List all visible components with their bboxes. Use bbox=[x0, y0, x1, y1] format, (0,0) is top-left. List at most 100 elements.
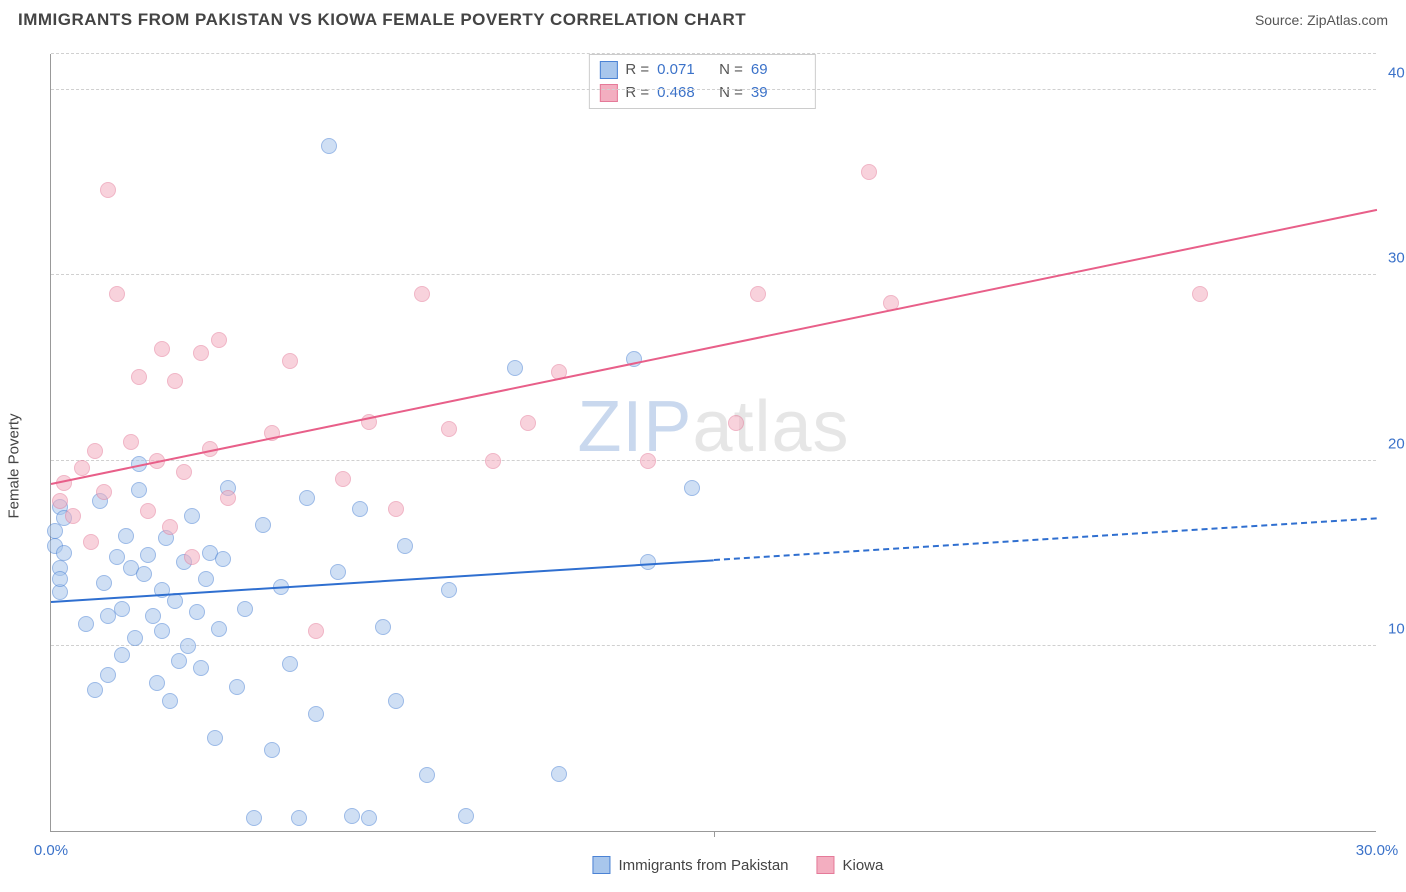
data-point bbox=[100, 182, 116, 198]
data-point bbox=[180, 638, 196, 654]
chart-container: Female Poverty ZIPatlas R =0.071N =69R =… bbox=[0, 40, 1406, 892]
data-point bbox=[193, 660, 209, 676]
stat-N-label: N = bbox=[719, 82, 743, 105]
data-point bbox=[291, 810, 307, 826]
data-point bbox=[1192, 286, 1208, 302]
data-point bbox=[167, 593, 183, 609]
legend-label: Immigrants from Pakistan bbox=[618, 857, 788, 874]
data-point bbox=[684, 480, 700, 496]
data-point bbox=[149, 675, 165, 691]
data-point bbox=[162, 519, 178, 535]
data-point bbox=[131, 482, 147, 498]
data-point bbox=[419, 767, 435, 783]
trend-line bbox=[51, 208, 1377, 484]
stat-R-value: 0.468 bbox=[657, 82, 711, 105]
data-point bbox=[551, 766, 567, 782]
data-point bbox=[335, 471, 351, 487]
data-point bbox=[87, 682, 103, 698]
gridline bbox=[51, 89, 1376, 90]
data-point bbox=[211, 332, 227, 348]
data-point bbox=[109, 286, 125, 302]
data-point bbox=[321, 138, 337, 154]
stat-R-label: R = bbox=[625, 82, 649, 105]
stats-legend: R =0.071N =69R =0.468N =39 bbox=[588, 54, 816, 109]
data-point bbox=[127, 630, 143, 646]
x-tick-label: 0.0% bbox=[34, 842, 68, 859]
data-point bbox=[246, 810, 262, 826]
data-point bbox=[728, 415, 744, 431]
y-tick-label: 10.0% bbox=[1378, 620, 1406, 637]
source-citation: Source: ZipAtlas.com bbox=[1255, 12, 1388, 28]
data-point bbox=[352, 501, 368, 517]
trend-line bbox=[714, 518, 1377, 562]
data-point bbox=[87, 443, 103, 459]
data-point bbox=[237, 601, 253, 617]
data-point bbox=[65, 508, 81, 524]
data-point bbox=[123, 434, 139, 450]
data-point bbox=[507, 360, 523, 376]
legend-swatch bbox=[599, 61, 617, 79]
data-point bbox=[171, 653, 187, 669]
data-point bbox=[397, 538, 413, 554]
data-point bbox=[211, 621, 227, 637]
data-point bbox=[145, 608, 161, 624]
data-point bbox=[330, 564, 346, 580]
data-point bbox=[520, 415, 536, 431]
data-point bbox=[184, 508, 200, 524]
data-point bbox=[154, 623, 170, 639]
data-point bbox=[52, 571, 68, 587]
data-point bbox=[176, 464, 192, 480]
stat-R-label: R = bbox=[625, 59, 649, 82]
data-point bbox=[96, 575, 112, 591]
data-point bbox=[136, 566, 152, 582]
chart-title: IMMIGRANTS FROM PAKISTAN VS KIOWA FEMALE… bbox=[18, 10, 746, 30]
data-point bbox=[189, 604, 205, 620]
data-point bbox=[162, 693, 178, 709]
data-point bbox=[220, 490, 236, 506]
legend-swatch bbox=[599, 84, 617, 102]
series-legend: Immigrants from Pakistan Kiowa bbox=[592, 856, 883, 874]
stat-R-value: 0.071 bbox=[657, 59, 711, 82]
data-point bbox=[140, 547, 156, 563]
legend-label: Kiowa bbox=[843, 857, 884, 874]
stat-N-label: N = bbox=[719, 59, 743, 82]
data-point bbox=[861, 164, 877, 180]
stats-legend-row: R =0.071N =69 bbox=[599, 59, 805, 82]
data-point bbox=[114, 647, 130, 663]
data-point bbox=[299, 490, 315, 506]
data-point bbox=[485, 453, 501, 469]
y-axis-label: Female Poverty bbox=[6, 413, 23, 518]
data-point bbox=[229, 679, 245, 695]
gridline bbox=[51, 53, 1376, 54]
data-point bbox=[52, 493, 68, 509]
data-point bbox=[56, 545, 72, 561]
data-point bbox=[282, 656, 298, 672]
watermark: ZIPatlas bbox=[577, 386, 849, 468]
legend-swatch bbox=[592, 856, 610, 874]
data-point bbox=[83, 534, 99, 550]
data-point bbox=[750, 286, 766, 302]
data-point bbox=[308, 623, 324, 639]
data-point bbox=[264, 742, 280, 758]
data-point bbox=[207, 730, 223, 746]
data-point bbox=[140, 503, 156, 519]
x-tick-label: 30.0% bbox=[1356, 842, 1399, 859]
legend-item: Kiowa bbox=[817, 856, 884, 874]
data-point bbox=[131, 369, 147, 385]
legend-swatch bbox=[817, 856, 835, 874]
legend-item: Immigrants from Pakistan bbox=[592, 856, 788, 874]
x-tick-mark bbox=[714, 831, 715, 837]
data-point bbox=[458, 808, 474, 824]
data-point bbox=[215, 551, 231, 567]
data-point bbox=[441, 582, 457, 598]
data-point bbox=[388, 501, 404, 517]
watermark-part1: ZIP bbox=[577, 387, 692, 467]
watermark-part2: atlas bbox=[692, 387, 849, 467]
data-point bbox=[184, 549, 200, 565]
data-point bbox=[100, 667, 116, 683]
y-tick-label: 20.0% bbox=[1378, 435, 1406, 452]
data-point bbox=[96, 484, 112, 500]
stats-legend-row: R =0.468N =39 bbox=[599, 82, 805, 105]
data-point bbox=[344, 808, 360, 824]
data-point bbox=[640, 453, 656, 469]
